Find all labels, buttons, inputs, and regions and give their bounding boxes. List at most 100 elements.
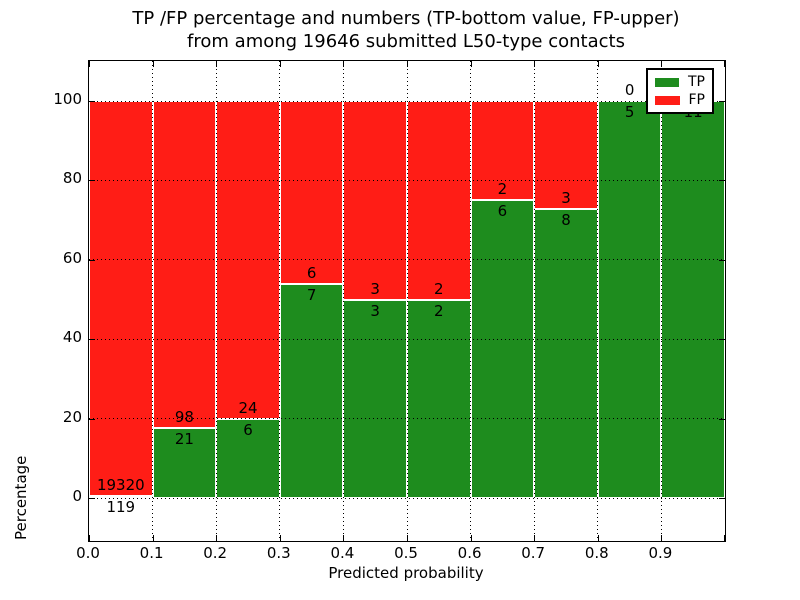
y-gridline <box>89 179 725 181</box>
x-gridline <box>597 61 599 541</box>
fp-bar-segment <box>343 101 407 300</box>
x-tick-top <box>470 61 472 67</box>
fp-count-label: 98 <box>174 408 194 427</box>
y-tick-right <box>719 101 725 102</box>
y-tick-right <box>719 498 725 499</box>
x-gridline <box>470 61 472 541</box>
chart-title: TP /FP percentage and numbers (TP-bottom… <box>88 7 724 53</box>
y-tick <box>89 339 95 341</box>
x-tick <box>216 535 218 541</box>
x-tick-top <box>407 61 408 67</box>
y-tick <box>89 259 95 261</box>
x-tick-top <box>661 61 663 67</box>
y-tick-right <box>719 418 725 420</box>
fp-count-label: 24 <box>238 398 258 417</box>
y-axis-label: Percentage <box>12 455 30 540</box>
tp-count-label: 6 <box>243 420 253 439</box>
legend-label-fp: FP <box>688 92 706 108</box>
x-tick-label: 0.8 <box>584 544 609 562</box>
x-tick <box>470 535 472 541</box>
y-tick-right <box>719 259 725 261</box>
tp-bar-segment <box>279 284 344 498</box>
legend-item-fp: FP <box>655 93 705 107</box>
x-tick <box>534 535 536 541</box>
fp-color-swatch-icon <box>655 95 680 105</box>
fp-count-label: 2 <box>434 279 444 298</box>
fp-count-label: 3 <box>370 279 380 298</box>
x-tick-top <box>597 61 599 67</box>
y-gridline <box>89 338 725 340</box>
x-tick-top <box>152 61 154 67</box>
x-gridline <box>660 61 662 541</box>
tp-bar-segment <box>343 299 407 498</box>
plot-area: 19320119982124667332226380511 TP FP <box>88 60 726 542</box>
y-tick-right <box>719 339 725 341</box>
y-tick <box>89 498 95 499</box>
tp-count-label: 3 <box>370 301 380 320</box>
x-tick <box>279 535 281 541</box>
tp-count-label: 119 <box>106 497 136 516</box>
x-gridline <box>533 61 535 541</box>
x-gridline <box>342 61 344 541</box>
fp-count-label: 19320 <box>96 475 145 494</box>
x-tick <box>152 535 154 541</box>
y-gridline <box>89 497 725 499</box>
x-tick-label: 0.3 <box>266 544 291 562</box>
tp-bar-segment <box>661 101 725 498</box>
x-tick <box>597 535 599 541</box>
tp-count-label: 21 <box>174 430 194 449</box>
bar-value-labels-layer: 19320119982124667332226380511 <box>89 61 725 541</box>
tp-bar-segment <box>407 299 471 498</box>
y-tick-label: 40 <box>62 328 82 347</box>
fp-count-label: 6 <box>306 264 317 283</box>
fp-count-label: 2 <box>497 180 508 199</box>
x-tick-label: 0.9 <box>648 544 673 562</box>
x-tick-label: 0.1 <box>139 544 164 562</box>
x-gridline <box>215 61 217 541</box>
x-tick-label: 0.2 <box>203 544 228 562</box>
y-gridline <box>89 259 725 261</box>
y-tick <box>89 418 95 420</box>
x-tick <box>343 535 345 541</box>
y-tick-label: 60 <box>62 248 82 267</box>
legend-label-tp: TP <box>688 74 705 90</box>
x-tick-label: 0.7 <box>521 544 546 562</box>
x-tick-top <box>534 61 536 67</box>
tp-count-label: 7 <box>306 286 317 305</box>
x-gridline <box>152 61 154 541</box>
fp-count-label: 3 <box>561 189 571 208</box>
x-tick-label: 0.0 <box>76 544 100 562</box>
x-tick <box>661 535 663 541</box>
x-axis-label: Predicted probability <box>328 564 484 582</box>
x-tick-label: 0.4 <box>330 544 355 562</box>
x-gridline <box>279 61 281 541</box>
y-tick-label: 0 <box>72 487 82 505</box>
y-gridline <box>89 100 725 102</box>
x-tick <box>407 535 408 541</box>
x-tick <box>724 535 725 541</box>
y-tick-label: 100 <box>53 90 82 108</box>
y-tick <box>89 180 95 182</box>
tp-count-label: 5 <box>624 103 635 121</box>
tp-bar-segment <box>470 200 535 498</box>
fp-bar-segment <box>534 101 598 210</box>
x-tick-label: 0.6 <box>457 544 482 562</box>
y-gridline <box>89 418 725 420</box>
y-tick-label: 80 <box>62 169 82 188</box>
x-tick-top <box>724 61 725 67</box>
y-tick-right <box>719 180 725 182</box>
x-tick-top <box>89 61 90 67</box>
fp-bar-segment <box>279 101 344 285</box>
tp-color-swatch-icon <box>655 77 679 87</box>
x-tick-top <box>279 61 281 67</box>
x-tick-top <box>216 61 218 67</box>
x-tick <box>89 535 90 541</box>
gridlines-layer <box>89 61 725 541</box>
tp-count-label: 6 <box>497 202 508 221</box>
ticks-layer <box>89 61 725 541</box>
legend: TP FP <box>646 68 714 114</box>
fp-bar-segment <box>89 101 153 496</box>
chart-title-line1: TP /FP percentage and numbers (TP-bottom… <box>132 8 680 29</box>
tp-bar-segment <box>534 209 598 498</box>
